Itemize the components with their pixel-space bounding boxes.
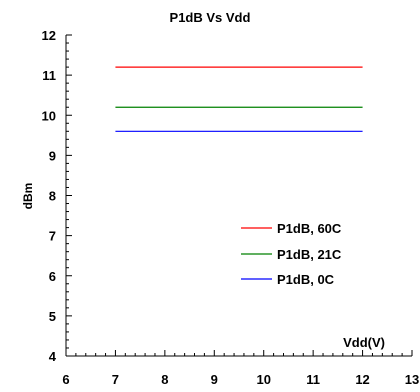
y-tick-label: 7 [49, 229, 56, 244]
x-tick-label: 13 [405, 372, 419, 387]
y-tick-label: 10 [42, 108, 56, 123]
y-axis-ticks: 4 5 6 7 8 9 10 11 12 [42, 28, 72, 364]
legend-label-2: P1dB, 0C [277, 272, 335, 287]
y-tick-label: 11 [42, 68, 56, 83]
y-tick-label: 6 [49, 269, 56, 284]
x-tick-label: 7 [112, 372, 119, 387]
chart-title: P1dB Vs Vdd [170, 10, 251, 25]
legend-label-1: P1dB, 21C [277, 247, 342, 262]
x-tick-label: 10 [256, 372, 270, 387]
y-tick-label: 5 [49, 309, 56, 324]
legend-label-0: P1dB, 60C [277, 221, 342, 236]
y-tick-label: 12 [42, 28, 56, 43]
plot-axes [65, 35, 412, 357]
y-tick-label: 9 [49, 148, 56, 163]
x-tick-label: 8 [161, 372, 168, 387]
x-tick-label: 6 [62, 372, 69, 387]
x-axis-ticks: 6 7 8 9 10 11 12 13 [62, 350, 419, 387]
y-axis-label: dBm [21, 183, 35, 210]
y-tick-label: 8 [49, 189, 56, 204]
x-tick-label: 11 [306, 372, 320, 387]
x-axis-label: Vdd(V) [343, 335, 385, 350]
legend: P1dB, 60C P1dB, 21C P1dB, 0C [241, 221, 342, 287]
x-tick-label: 9 [211, 372, 218, 387]
y-tick-label: 4 [49, 349, 57, 364]
series-lines [115, 66, 363, 132]
x-tick-label: 12 [355, 372, 369, 387]
